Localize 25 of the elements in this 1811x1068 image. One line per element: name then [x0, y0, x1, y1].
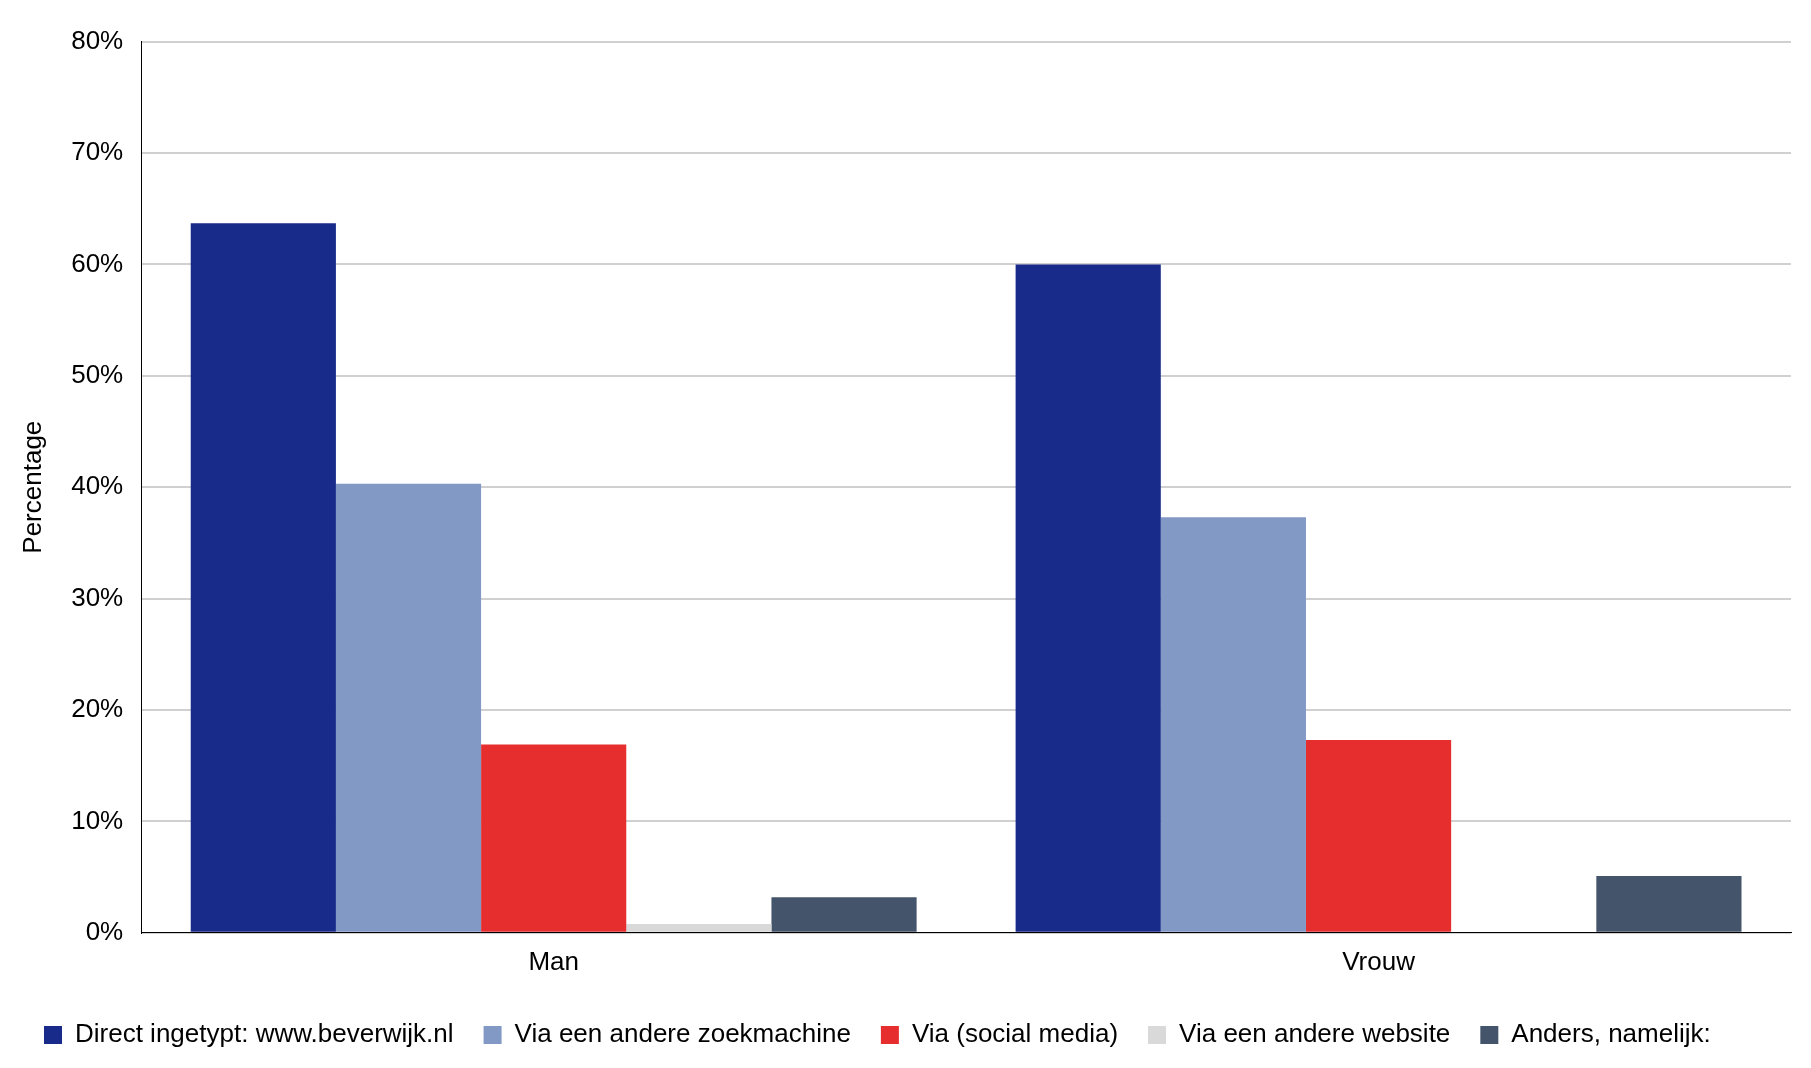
- y-tick-label: 40%: [71, 470, 124, 501]
- y-tick-label: 20%: [71, 693, 124, 724]
- bar: [771, 897, 917, 932]
- legend-label: Via (social media): [911, 1018, 1119, 1049]
- y-tick-label: 80%: [71, 24, 124, 55]
- bar: [1305, 740, 1452, 932]
- y-tick-label: 0%: [85, 915, 124, 946]
- y-tick-label: 60%: [71, 247, 124, 278]
- y-axis-title: Percentage: [16, 420, 47, 554]
- x-tick-label: Vrouw: [1342, 945, 1416, 976]
- bar: [1015, 264, 1161, 932]
- y-tick-label: 10%: [71, 804, 124, 835]
- x-tick-label: Man: [528, 945, 579, 976]
- y-tick-label: 30%: [71, 581, 124, 612]
- legend-label: Via een andere zoekmachine: [514, 1018, 851, 1049]
- legend-label: Direct ingetypt: www.beverwijk.nl: [75, 1018, 454, 1049]
- y-tick-label: 70%: [71, 136, 124, 167]
- legend-label: Anders, namelijk:: [1511, 1018, 1711, 1049]
- bar: [481, 744, 627, 932]
- bar: [1160, 517, 1306, 932]
- y-tick-label: 50%: [71, 358, 124, 389]
- legend-label: Via een andere website: [1179, 1018, 1451, 1049]
- bar: [190, 223, 336, 932]
- bar: [335, 483, 482, 932]
- bar: [1596, 875, 1742, 932]
